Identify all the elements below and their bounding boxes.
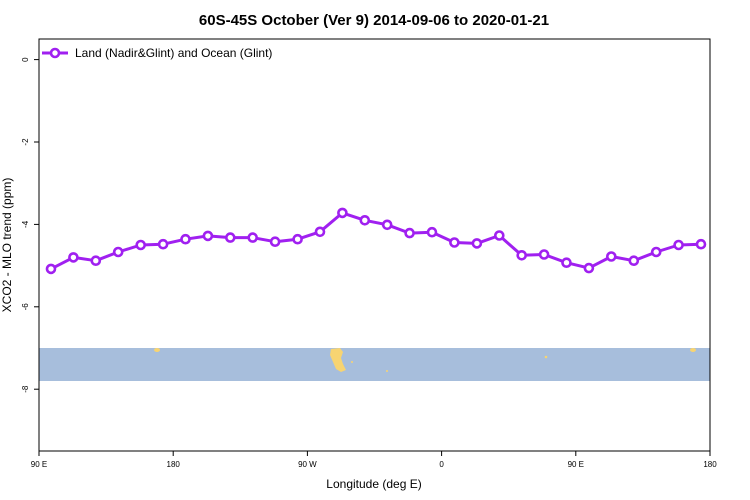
land-patch [690, 348, 696, 352]
data-point [673, 239, 684, 251]
data-point [135, 239, 146, 251]
y-tick-label: -8 [21, 385, 30, 393]
data-point [628, 255, 640, 267]
legend: Land (Nadir&Glint) and Ocean (Glint) [42, 46, 272, 60]
legend-marker [49, 47, 61, 59]
x-axis-label: Longitude (deg E) [326, 477, 421, 491]
data-point [90, 255, 102, 267]
data-point [157, 238, 169, 250]
x-tick-label: 90 W [298, 460, 317, 469]
data-point [471, 238, 483, 249]
data-point [538, 249, 550, 260]
land-patch [154, 348, 160, 352]
data-point [180, 233, 191, 245]
plot-frame [38, 38, 711, 452]
land-patch [351, 361, 353, 363]
ocean-band [39, 348, 710, 381]
map-band [39, 348, 710, 381]
x-tick-label: 0 [439, 460, 444, 469]
data-point [493, 230, 505, 241]
data-point [404, 227, 415, 239]
data-point [45, 263, 57, 275]
data-point [68, 252, 79, 263]
legend-entry: Land (Nadir&Glint) and Ocean (Glint) [75, 46, 272, 60]
data-point [202, 230, 214, 242]
y-tick-label: 0 [21, 57, 30, 62]
y-tick-label: -2 [21, 138, 30, 146]
land-patch [386, 370, 388, 372]
data-point [695, 238, 707, 250]
data-point [314, 226, 326, 238]
data-point [516, 250, 528, 261]
x-tick-label: 180 [167, 460, 181, 469]
data-point [112, 246, 124, 258]
x-tick-label: 90 E [568, 460, 584, 469]
series-line [50, 211, 702, 271]
data-point [225, 232, 236, 243]
data-point [650, 246, 662, 258]
data-point [583, 262, 595, 274]
data-point [561, 257, 572, 269]
data-point [381, 219, 393, 231]
series-group [45, 207, 707, 275]
x-axis: 90 E 180 90 W 0 90 E 180 [31, 451, 717, 469]
y-tick-label: -6 [21, 303, 30, 311]
data-point [247, 232, 258, 243]
data-point [337, 207, 348, 219]
data-point [359, 215, 371, 226]
y-axis: 0 -2 -4 -6 -8 [21, 57, 39, 393]
data-point [269, 236, 281, 247]
data-point [605, 251, 617, 262]
land-patch [544, 355, 548, 359]
chart-title: 60S-45S October (Ver 9) 2014-09-06 to 20… [199, 12, 549, 29]
data-point [292, 233, 303, 245]
y-axis-label: XCO2 - MLO trend (ppm) [0, 178, 14, 313]
y-tick-label: -4 [21, 220, 30, 228]
x-tick-label: 90 E [31, 460, 47, 469]
land-patch-south-america [330, 348, 346, 372]
data-point [426, 226, 438, 238]
x-tick-label: 180 [703, 460, 717, 469]
data-point [449, 237, 460, 248]
